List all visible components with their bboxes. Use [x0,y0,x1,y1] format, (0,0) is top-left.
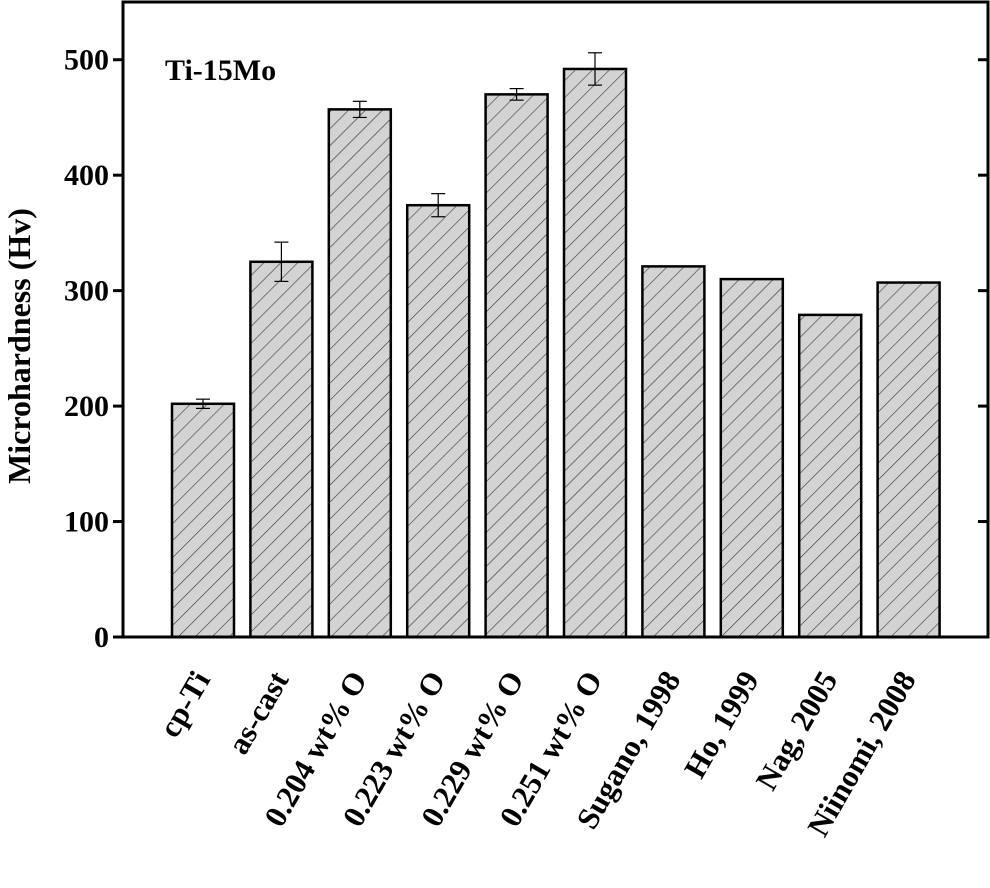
bar [405,203,471,639]
y-tick-label: 100 [64,506,109,539]
bar [484,93,549,639]
x-tick-label: cp-Ti [152,665,218,744]
x-tick-label: as-cast [220,664,295,760]
bar [876,281,941,639]
bar [641,265,706,639]
bar [327,108,393,639]
y-axis-label: Microhardness (Hv) [1,208,37,484]
y-tick-label: 500 [64,44,109,77]
y-tick-label: 0 [94,621,109,654]
bar [797,313,863,639]
y-tick-label: 200 [64,390,109,423]
y-tick-label: 300 [64,275,109,308]
bar [562,67,628,639]
chart-title: Ti-15Mo [165,54,276,87]
bar [719,277,785,639]
bar [249,260,314,639]
plot-frame [121,0,990,639]
x-tick-label: Ho, 1999 [677,665,766,784]
bar [170,402,236,639]
y-tick-label: 400 [64,159,109,192]
